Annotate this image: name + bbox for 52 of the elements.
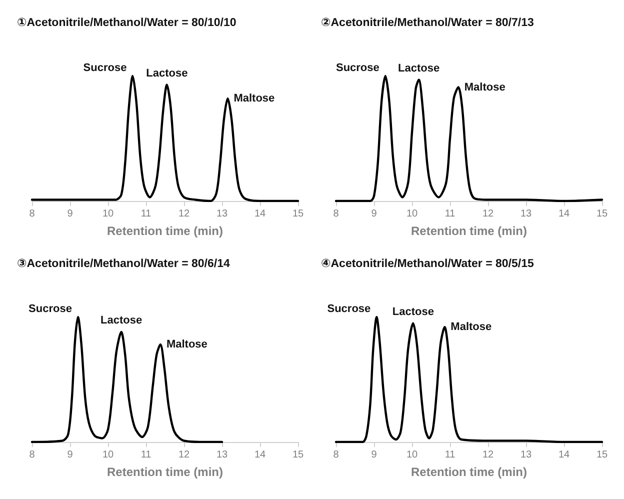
x-tick-label: 10 [102,450,114,460]
x-tick-label: 10 [406,450,418,460]
annotation: Sucrose [83,62,127,74]
chart-title: ①Acetonitrile/Methanol/Water = 80/10/10 [17,17,236,29]
x-tick-label: 12 [482,208,494,220]
chart-title: ③Acetonitrile/Methanol/Water = 80/6/14 [17,258,230,270]
x-tick-label: 8 [29,208,36,220]
annotation: Maltose [464,81,506,94]
x-tick-label: 13 [216,450,228,460]
annotation: Maltose [450,321,492,333]
x-tick-label: 13 [216,208,228,220]
x-tick-label: 10 [406,208,418,220]
x-tick-label: 11 [444,450,456,460]
x-axis-title: Retention time (min) [411,465,527,479]
annotation: Lactose [146,67,188,80]
x-tick-label: 11 [444,208,456,220]
annotation: Sucrose [28,303,72,315]
chart-title: ②Acetonitrile/Methanol/Water = 80/7/13 [321,17,534,29]
annotation: Lactose [100,314,142,326]
x-tick-label: 14 [254,208,266,220]
x-tick-label: 15 [596,208,608,220]
x-tick-label: 15 [292,208,304,220]
x-tick-label: 10 [102,208,114,220]
x-tick-label: 11 [140,450,152,460]
annotation: Maltose [234,92,275,104]
x-tick-label: 12 [482,450,494,460]
x-tick-label: 12 [178,208,190,220]
annotation: Maltose [166,338,208,350]
x-tick-label: 14 [558,450,570,460]
annotation: Lactose [398,62,440,74]
x-axis-title: Retention time (min) [107,465,223,479]
x-tick-label: 9 [67,208,74,220]
x-tick-label: 8 [29,450,36,460]
x-tick-label: 13 [520,450,532,460]
x-tick-label: 12 [178,450,190,460]
annotation: Lactose [392,306,434,318]
x-tick-label: 13 [520,208,532,220]
annotation: Sucrose [336,62,380,74]
x-tick-label: 9 [371,450,378,460]
x-tick-label: 8 [333,208,340,220]
annotation: Sucrose [327,303,371,315]
x-tick-label: 14 [254,450,266,460]
x-tick-label: 9 [67,450,74,460]
x-axis-title: Retention time (min) [107,224,223,238]
x-tick-label: 9 [371,208,378,220]
x-axis-title: Retention time (min) [411,224,527,238]
x-tick-label: 15 [292,450,304,460]
x-tick-label: 15 [596,450,608,460]
x-tick-label: 11 [140,208,152,220]
x-tick-label: 8 [333,450,340,460]
chart-title: ④Acetonitrile/Methanol/Water = 80/5/15 [321,258,534,270]
x-tick-label: 14 [558,208,570,220]
